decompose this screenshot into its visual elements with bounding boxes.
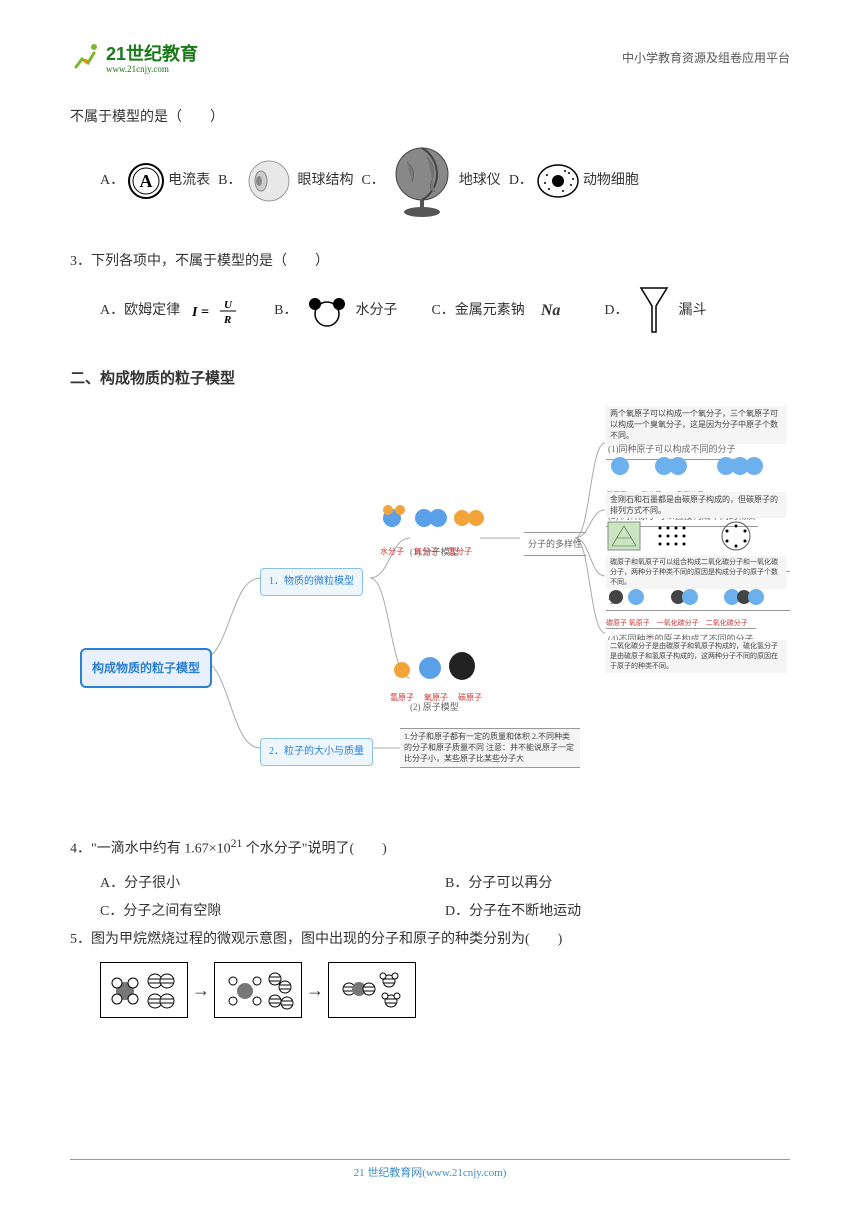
q3-D-text: 漏斗 (679, 297, 707, 325)
footer-text: 21 世纪教育网(www.21cnjy.com) (354, 1167, 507, 1179)
funnel-icon (639, 286, 669, 336)
ohms-law-formula: I = UR (190, 296, 240, 326)
q4-options-row1: A．分子很小 B．分子可以再分 (100, 870, 790, 898)
q4-D: D．分子在不断地运动 (445, 898, 790, 926)
q2-D-text: 动物细胞 (583, 167, 639, 195)
section-2-title: 二、构成物质的粒子模型 (70, 364, 790, 394)
svg-text:A: A (140, 171, 153, 191)
q2-D-label: D． (509, 167, 533, 195)
q3-stem: 3．下列各项中，不属于模型的是（ ） (70, 248, 790, 276)
q2-B-text: 眼球结构 (297, 167, 353, 195)
globe-icon (387, 142, 457, 220)
q2-A-text: 电流表 (168, 167, 210, 195)
logo-runner-icon (70, 41, 102, 73)
mm-mass-note: 1.分子和原子都有一定的质量和体积 2.不同种类的分子和原子质量不同 注意：并不… (400, 728, 580, 768)
q4-A: A．分子很小 (100, 870, 445, 898)
q4-B: B．分子可以再分 (445, 870, 790, 898)
svg-text:U: U (224, 299, 233, 311)
q2-C-label: C． (361, 167, 384, 195)
rxn-box-1 (100, 962, 188, 1018)
mm-sub1: (1) 分子模型 (410, 543, 459, 561)
svg-text:I =: I = (191, 305, 209, 320)
q4-stem-pre: 4．"一滴水中约有 1.67×10 (70, 842, 231, 857)
svg-text:R: R (223, 314, 231, 326)
na-symbol: Na (541, 295, 561, 327)
rxn-box-2 (214, 962, 302, 1018)
lbl-c-atom: 碳原子 (458, 693, 482, 702)
q3-B-text: 水分子 (355, 297, 397, 325)
page-footer: 21 世纪教育网(www.21cnjy.com) (70, 1159, 790, 1180)
q4-C: C．分子之间有空隙 (100, 898, 445, 926)
q2-A-label: A． (100, 167, 124, 195)
q2-stem: 不属于模型的是（ ） (70, 104, 790, 132)
mm-node-1b: 2．粒子的大小与质量 (260, 738, 373, 766)
water-molecule-icon (307, 294, 345, 328)
mm-diversity: 分子的多样性 (524, 532, 586, 556)
mm-node-1a: 1．物质的微粒模型 (260, 568, 363, 596)
logo: 21世纪教育 www.21cnjy.com (70, 40, 198, 74)
mm-r4-note: 二氧化碳分子是由碳原子和氧原子构成的，硫化氢分子是由硫原子和氢原子构成的，这两种… (606, 640, 786, 673)
q3-B-label: B． (274, 297, 297, 325)
mm-root: 构成物质的粒子模型 (80, 648, 212, 688)
rxn-box-3 (328, 962, 416, 1018)
mm-r2-note: 金刚石和石墨都是由碳原子构成的，但碳原子的排列方式不同。 (606, 492, 786, 518)
arrow-2-icon: → (306, 972, 324, 1008)
header-platform-text: 中小学教育资源及组卷应用平台 (622, 49, 790, 66)
q3-A-label: A．欧姆定律 (100, 297, 180, 325)
arrow-1-icon: → (192, 972, 210, 1008)
q2-B-label: B． (218, 167, 241, 195)
cell-icon (535, 161, 581, 201)
q3-C-label: C．金属元素钠 (431, 297, 524, 325)
mm-r1-note: 两个氧原子可以构成一个氧分子，三个氧原子可以构成一个臭氧分子，这是因为分子中原子… (606, 406, 786, 444)
q4-stem: 4．"一滴水中约有 1.67×1021 个水分子"说明了( ) (70, 832, 790, 864)
q4-options-row2: C．分子之间有空隙 D．分子在不断地运动 (100, 898, 790, 926)
q2-options: A． A 电流表 B． 眼球结构 C． 地球仪 D． 动物细胞 (100, 142, 790, 220)
q4-stem-post: 个水分子"说明了( ) (242, 842, 387, 857)
q5-reaction-diagram: → → (100, 962, 790, 1018)
eyeball-icon (243, 155, 295, 207)
q4-sup: 21 (231, 837, 243, 850)
particle-model-mindmap: 构成物质的粒子模型 1．物质的微粒模型 2．粒子的大小与质量 水分子 氧分子 氢… (70, 408, 790, 818)
logo-text: 21世纪教育 (106, 40, 198, 66)
ammeter-icon: A (126, 161, 166, 201)
page-header: 21世纪教育 www.21cnjy.com 中小学教育资源及组卷应用平台 (70, 40, 790, 74)
q2-C-text: 地球仪 (459, 167, 501, 195)
mm-sub2: (2) 原子模型 (410, 698, 459, 716)
content-area: 不属于模型的是（ ） A． A 电流表 B． 眼球结构 C． 地球仪 D． 动物… (70, 104, 790, 1018)
q3-options: A．欧姆定律 I = UR B． 水分子 C．金属元素钠 Na D． 漏斗 (100, 286, 790, 336)
lbl-water: 水分子 (380, 547, 404, 556)
q5-stem: 5．图为甲烷燃烧过程的微观示意图，图中出现的分子和原子的种类分别为( ) (70, 926, 790, 954)
r3-co-icon: 碳原子 氧原子 一氧化碳分子 二氧化碳分子 (606, 584, 786, 630)
q3-D-label: D． (604, 297, 628, 325)
